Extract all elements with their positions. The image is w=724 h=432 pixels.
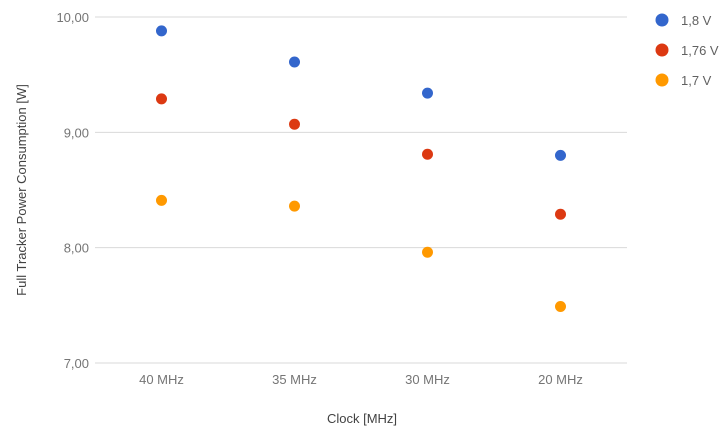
x-tick-label: 40 MHz <box>139 372 184 387</box>
y-tick-label: 10,00 <box>56 10 89 25</box>
legend-marker <box>655 13 669 27</box>
data-point <box>422 148 433 160</box>
data-point <box>289 56 300 68</box>
x-tick-label: 30 MHz <box>405 372 450 387</box>
y-tick-label: 9,00 <box>64 125 89 140</box>
data-point <box>555 208 566 220</box>
x-tick-labels: 40 MHz 35 MHz 30 MHz 20 MHz <box>139 372 583 387</box>
y-axis-title: Full Tracker Power Consumption [W] <box>14 84 29 296</box>
legend: 1,8 V 1,76 V 1,7 V <box>655 13 719 88</box>
legend-label: 1,8 V <box>681 13 712 28</box>
legend-marker <box>655 73 669 87</box>
data-point <box>289 118 300 130</box>
y-tick-label: 7,00 <box>64 356 89 371</box>
data-point <box>555 300 566 312</box>
y-tick-label: 8,00 <box>64 241 89 256</box>
x-tick-label: 35 MHz <box>272 372 317 387</box>
legend-label: 1,7 V <box>681 73 712 88</box>
x-axis-title: Clock [MHz] <box>327 411 397 426</box>
data-point <box>289 200 300 212</box>
legend-marker <box>655 43 669 57</box>
data-point <box>156 194 167 206</box>
x-tick-label: 20 MHz <box>538 372 583 387</box>
data-point <box>156 25 167 37</box>
gridlines <box>95 16 627 364</box>
data-point <box>156 93 167 105</box>
y-tick-labels: 7,00 8,00 9,00 10,00 <box>56 10 89 371</box>
data-point <box>422 87 433 99</box>
data-point <box>555 149 566 161</box>
legend-label: 1,76 V <box>681 43 719 58</box>
data-point <box>422 246 433 258</box>
data-points <box>156 25 566 312</box>
